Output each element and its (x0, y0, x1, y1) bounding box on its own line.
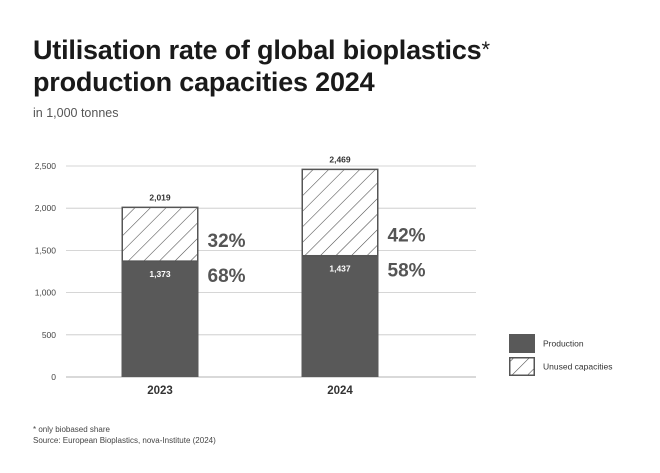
y-tick-label: 2,000 (35, 203, 57, 213)
chart-title-line1: Utilisation rate of global bioplastics (33, 35, 482, 65)
y-tick-label: 2,500 (35, 161, 57, 171)
production-value-label: 1,437 (329, 264, 351, 274)
y-tick-label: 500 (42, 330, 56, 340)
production-value-label: 1,373 (149, 269, 171, 279)
bar-unused-capacity (301, 168, 379, 257)
chart-subtitle: in 1,000 tonnes (33, 106, 119, 120)
chart-title-line2: production capacities 2024 (33, 67, 375, 97)
total-label: 2,469 (329, 155, 351, 165)
legend-swatch-production (509, 334, 535, 353)
y-tick-label: 1,000 (35, 288, 57, 298)
x-category-label: 2023 (147, 385, 173, 397)
legend: Production Unused capacities (509, 334, 612, 376)
bars (121, 168, 379, 377)
source-note: Source: European Bioplastics, nova-Insti… (33, 436, 216, 445)
chart-title: Utilisation rate of global bioplastics* … (33, 34, 633, 98)
legend-label-production: Production (543, 339, 584, 349)
bar-production (301, 255, 379, 377)
footnote: * only biobased share (33, 425, 110, 434)
legend-swatch-unused (509, 357, 535, 376)
y-tick-label: 0 (51, 372, 56, 382)
bar-unused-capacity (121, 206, 199, 262)
bar-production (121, 261, 199, 377)
y-tick-label: 1,500 (35, 245, 57, 255)
production-share-label: 68% (208, 266, 246, 287)
legend-label-unused: Unused capacities (543, 362, 612, 372)
production-share-label: 58% (388, 261, 426, 282)
x-category-label: 2024 (327, 385, 353, 397)
unused-share-label: 32% (208, 231, 246, 252)
title-asterisk: * (481, 37, 490, 62)
total-label: 2,019 (149, 193, 171, 203)
unused-share-label: 42% (388, 226, 426, 247)
chart-labels: 0 500 1,000 1,500 2,000 2,500 2,019 1,373 32% 68%… (35, 155, 426, 397)
